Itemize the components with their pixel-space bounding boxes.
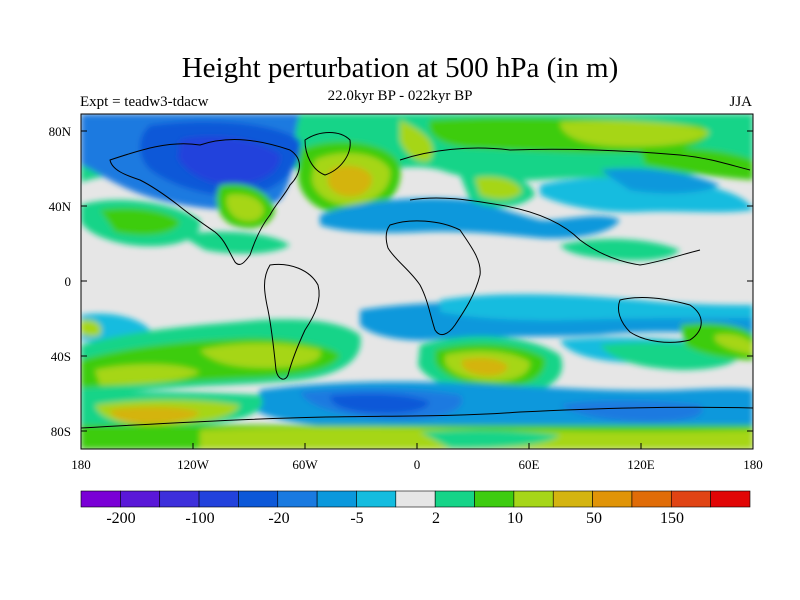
map-field	[81, 114, 753, 449]
field-blob	[100, 208, 180, 236]
field-blob	[110, 406, 200, 424]
field-blob	[330, 394, 430, 414]
colorbar-swatch	[670, 490, 711, 508]
colorbar-label: -20	[268, 510, 289, 527]
x-tick-label: 60E	[519, 457, 540, 472]
colorbar-swatch	[552, 490, 593, 508]
colorbar-swatch	[631, 490, 672, 508]
colorbar-swatch	[356, 490, 397, 508]
colorbar-swatch	[120, 490, 160, 508]
y-tick-label: 40S	[51, 349, 71, 364]
field-blob	[475, 176, 522, 200]
field-blob	[180, 231, 290, 254]
colorbar-swatch	[395, 490, 436, 508]
colorbar-label: 10	[507, 510, 523, 527]
coastline-africa	[385, 220, 481, 336]
colorbar-swatch	[710, 490, 751, 508]
colorbar-label: 2	[432, 510, 440, 527]
field-blob	[226, 194, 264, 222]
colorbar-label: -5	[350, 510, 363, 527]
x-tick-label: 120E	[627, 457, 655, 472]
field-blob	[81, 319, 102, 337]
field-blob	[560, 120, 710, 147]
field-blob	[420, 429, 560, 449]
colorbar-label: -100	[185, 510, 214, 527]
page-title: Height perturbation at 500 hPa (in m)	[181, 52, 619, 84]
colorbar-swatch	[434, 490, 475, 508]
field-blob	[200, 343, 321, 368]
x-tick-label: 120W	[177, 457, 210, 472]
x-tick-label: 0	[414, 457, 421, 472]
coastline-antarctica	[81, 406, 753, 429]
colorbar-swatch	[316, 490, 357, 508]
field-blob	[600, 168, 720, 194]
field-blob	[560, 400, 703, 422]
colorbar-swatch	[277, 490, 318, 508]
y-tick-label: 0	[65, 274, 72, 289]
x-axis	[80, 443, 754, 449]
colorbar-swatch	[592, 490, 633, 508]
y-tick-label: 80S	[51, 424, 71, 439]
field-blob	[640, 148, 753, 180]
coastline-south-america	[264, 263, 320, 380]
colorbar-label: 150	[660, 510, 684, 527]
field-blob	[327, 165, 372, 197]
colorbar-swatch	[159, 490, 200, 508]
coastline-greenland	[304, 132, 351, 176]
colorbar-swatch	[513, 490, 554, 508]
colorbar	[80, 490, 751, 508]
field-blob	[440, 294, 753, 321]
x-tick-label: 60W	[292, 457, 318, 472]
colorbar-label: -200	[106, 510, 135, 527]
experiment-label: Expt = teadw3-tdacw	[80, 94, 209, 110]
field-blob	[178, 136, 281, 185]
field-blob	[461, 358, 508, 376]
coastline-eurasia	[399, 147, 751, 266]
coastline-australia	[617, 297, 702, 343]
x-tick-label: 180	[71, 457, 91, 472]
colorbar-swatch	[80, 490, 121, 508]
y-tick-label: 40N	[49, 199, 72, 214]
map-subtitle: 22.0kyr BP - 022kyr BP	[327, 88, 473, 104]
colorbar-swatch	[198, 490, 239, 508]
field-blob	[560, 238, 680, 261]
season-label: JJA	[729, 94, 752, 110]
field-blob	[715, 334, 753, 355]
field-blob	[320, 198, 620, 239]
coastline-north-america	[109, 139, 300, 265]
y-axis	[81, 130, 753, 432]
colorbar-swatch	[474, 490, 515, 508]
field-blob	[95, 364, 200, 385]
y-tick-label: 80N	[49, 124, 72, 139]
colorbar-label: 50	[586, 510, 602, 527]
field-blob	[400, 120, 433, 162]
coastlines	[81, 132, 753, 429]
colorbar-swatch	[238, 490, 279, 508]
x-tick-label: 180	[743, 457, 763, 472]
